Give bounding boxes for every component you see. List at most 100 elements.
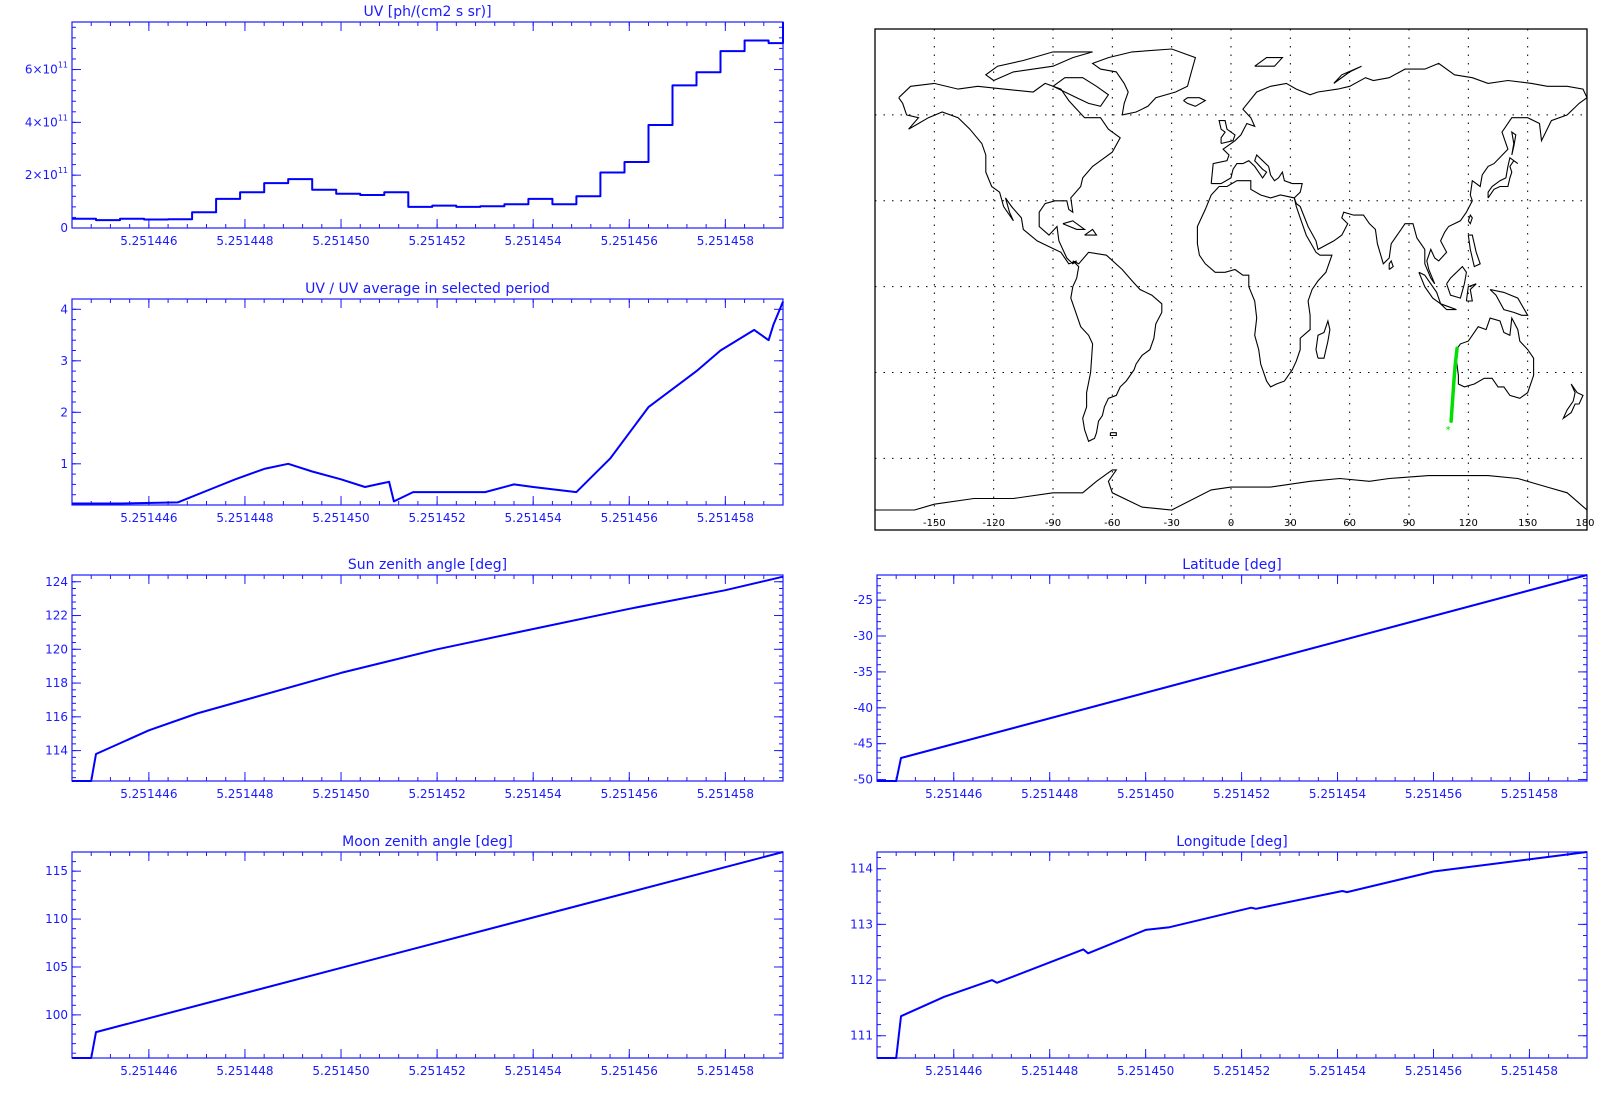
lon-label: -60 [1104, 518, 1120, 529]
x-tick-label: 5.251448 [1021, 1064, 1078, 1078]
x-tick-label: 5.251448 [1021, 787, 1078, 801]
x-tick-label: 5.251452 [1213, 1064, 1270, 1078]
coastline-philippines [1467, 234, 1481, 268]
coastline-taiwan [1467, 213, 1473, 225]
chart-title: UV [ph/(cm2 s sr)] [363, 4, 491, 20]
y-tick-label: 116 [45, 710, 68, 724]
chart-lat: Latitude [deg]5.251446 5.251448 5.251450 5.… [853, 557, 1588, 801]
x-tick-label: 5.251452 [408, 787, 465, 801]
y-tick-label: 112 [850, 973, 873, 987]
y-tick-label: 100 [45, 1008, 68, 1022]
coastline-new-guinea [1489, 288, 1529, 316]
x-tick-label: 5.251456 [601, 511, 658, 525]
x-tick-label: 5.251450 [312, 234, 369, 248]
coastline-north-america [898, 82, 1121, 265]
coastline-japan [1487, 156, 1519, 199]
x-tick-label: 5.251450 [1117, 1064, 1174, 1078]
y-tick-label: 114 [45, 744, 68, 758]
coastline-australia [1455, 316, 1535, 399]
x-tick-label: 5.251454 [505, 511, 562, 525]
coastline-uk [1218, 120, 1236, 145]
x-tick-label: 5.251446 [925, 1064, 982, 1078]
coastline-cuba [1062, 220, 1087, 230]
lon-label: -120 [982, 518, 1005, 529]
x-tick-label: 5.251454 [505, 1064, 562, 1078]
y-tick-label: 113 [850, 917, 873, 931]
coastline-sumatra [1418, 271, 1442, 306]
coastline-africa [1196, 180, 1333, 388]
x-tick-label: 5.251452 [1213, 787, 1270, 801]
x-tick-label: 5.251456 [601, 787, 658, 801]
plot-frame [71, 574, 784, 782]
y-tick-label: 105 [45, 960, 68, 974]
x-tick-label: 5.251456 [601, 1064, 658, 1078]
y-tick-label: 114 [850, 862, 873, 876]
coastline-java [1440, 303, 1457, 311]
x-tick-label: 5.251450 [1117, 787, 1174, 801]
y-axis: 111 112 113 114 [850, 857, 1587, 1059]
lon-label: -90 [1045, 518, 1061, 529]
y-tick-label: -25 [853, 593, 873, 607]
x-axis: 5.251446 5.251448 5.251450 5.251452 5.251454… [90, 299, 765, 525]
lon-label: 180 [1575, 518, 1594, 529]
plot-frame [876, 574, 1588, 782]
lon-label: 120 [1459, 518, 1478, 529]
coastline-svalbard [1254, 57, 1284, 67]
x-tick-label: 5.251458 [697, 234, 754, 248]
x-axis: 5.251446 5.251448 5.251450 5.251452 5.251454… [90, 852, 765, 1078]
x-tick-label: 5.251446 [120, 1064, 177, 1078]
x-tick-label: 5.251458 [697, 511, 754, 525]
chart-title: Moon zenith angle [deg] [342, 834, 513, 850]
y-tick-label: -40 [853, 701, 873, 715]
lon-label: -150 [923, 518, 946, 529]
chart-uv: UV [ph/(cm2 s sr)]5.251446 5.251448 5.2514… [25, 4, 784, 248]
coastline-new-zealand [1561, 383, 1584, 420]
x-tick-label: 5.251458 [1501, 787, 1558, 801]
lon-label: 90 [1403, 518, 1416, 529]
y-axis: 114 116 118 120 122 124 [45, 575, 783, 779]
series-line [72, 301, 784, 505]
coastline-sakhalin [1511, 130, 1517, 156]
x-axis: 5.251446 5.251448 5.251450 5.251452 5.251454… [90, 575, 765, 801]
y-tick-label: 115 [45, 864, 68, 878]
x-axis: 5.251446 5.251448 5.251450 5.251452 5.251454… [895, 575, 1569, 801]
chart-title: Latitude [deg] [1182, 557, 1281, 573]
y-axis: 0 2×1011 4×1011 6×1011 [25, 26, 783, 235]
coastline-hispaniola [1084, 228, 1098, 236]
series-line [877, 574, 1588, 782]
x-tick-label: 5.251446 [120, 787, 177, 801]
x-tick-label: 5.251456 [601, 234, 658, 248]
series-line [72, 851, 784, 1059]
lon-label: 150 [1518, 518, 1537, 529]
plot-frame [71, 298, 784, 506]
x-tick-label: 5.251454 [505, 787, 562, 801]
x-tick-label: 5.251450 [312, 1064, 369, 1078]
plot-frame [71, 851, 784, 1059]
x-tick-label: 5.251446 [120, 511, 177, 525]
x-tick-label: 5.251454 [1309, 1064, 1366, 1078]
y-tick-label: 4×1011 [25, 113, 68, 129]
x-tick-label: 5.251454 [1309, 787, 1366, 801]
x-tick-label: 5.251452 [408, 1064, 465, 1078]
y-tick-label: 6×1011 [25, 61, 68, 77]
coastline-antarctica [875, 469, 1588, 511]
y-tick-label: -45 [853, 737, 873, 751]
coastline-south-america [1070, 251, 1163, 443]
coastline-eurasia [1210, 62, 1588, 285]
x-tick-label: 5.251454 [505, 234, 562, 248]
x-tick-label: 5.251456 [1405, 787, 1462, 801]
y-tick-label: -50 [853, 773, 873, 787]
coastline-sri-lanka [1388, 259, 1394, 270]
plot-frame [71, 21, 784, 229]
x-axis: 5.251446 5.251448 5.251450 5.251452 5.251454… [895, 852, 1569, 1078]
plot-frame [876, 851, 1588, 1059]
x-tick-label: 5.251458 [1501, 1064, 1558, 1078]
world-map: -150 -120 -90 -60 -30 0 30 60 90 120 150 180 * [874, 28, 1595, 531]
y-axis: -50 -45 -40 -35 -30 -25 [853, 578, 1587, 787]
y-axis: 1 2 3 4 [60, 302, 783, 496]
y-tick-label: 4 [60, 302, 68, 316]
series-line [72, 575, 784, 782]
coastline-madagascar [1315, 318, 1331, 359]
y-tick-label: -35 [853, 665, 873, 679]
